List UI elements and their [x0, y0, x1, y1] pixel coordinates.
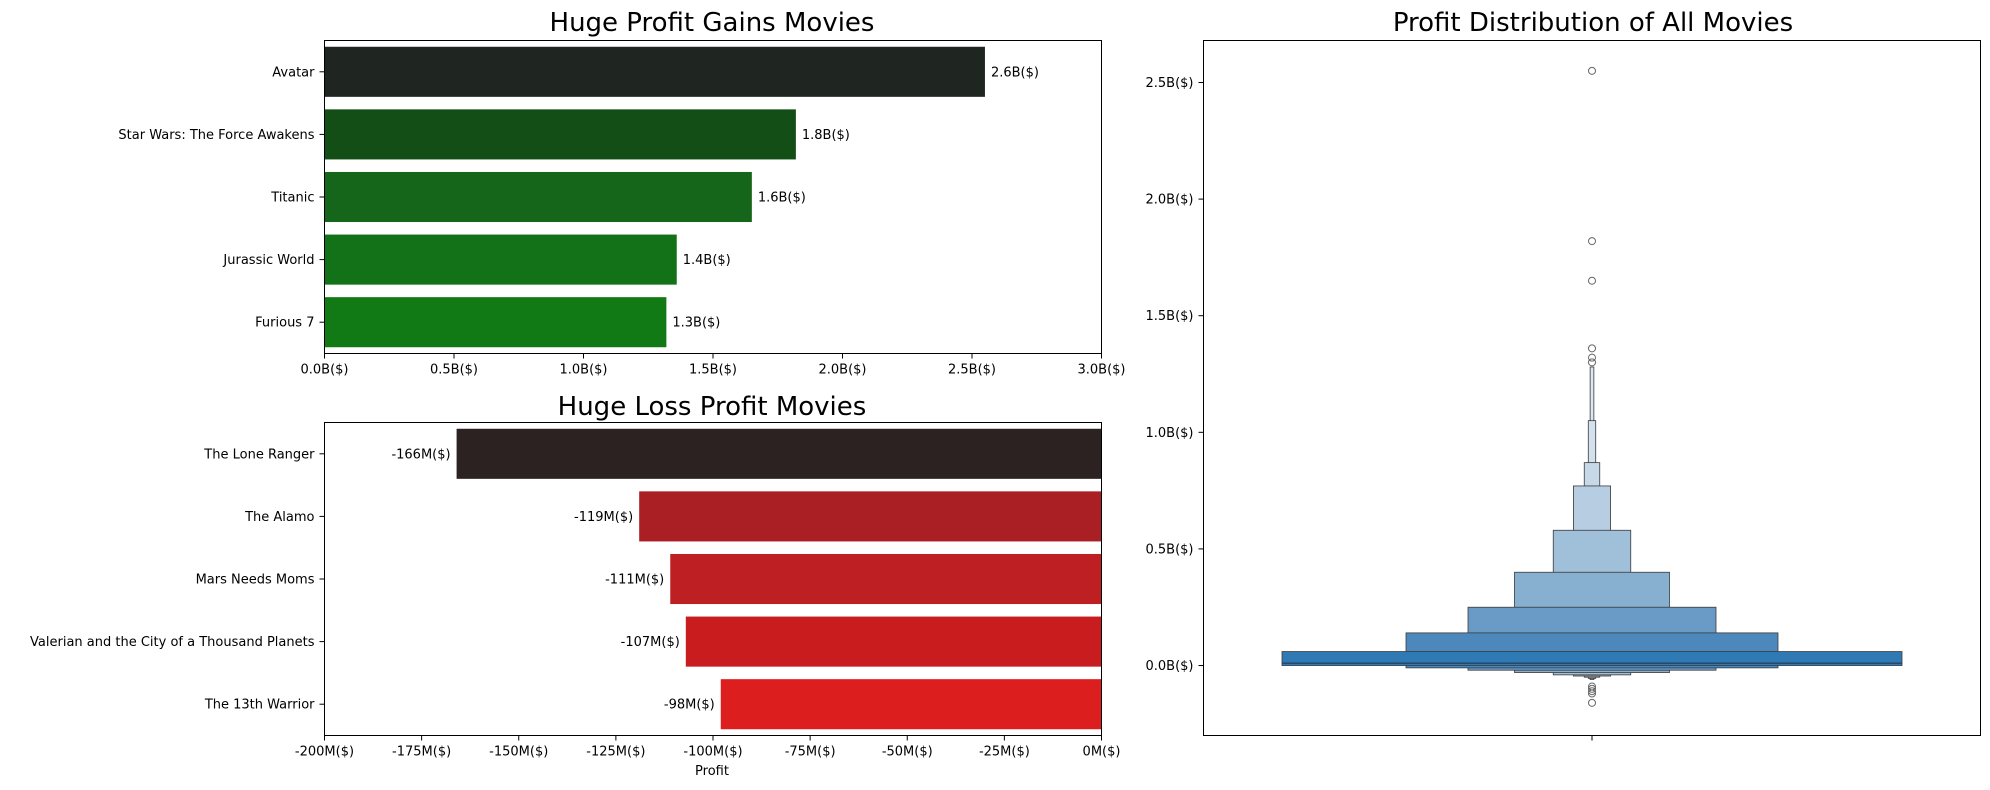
- outlier-point: [1588, 276, 1596, 285]
- outlier-point: [1588, 237, 1596, 246]
- data-label: 1.8B($): [802, 128, 850, 143]
- y-tick-label: 0.5B($): [1145, 542, 1193, 557]
- x-tick-label: -125M($): [586, 745, 645, 760]
- bar: [324, 171, 752, 223]
- data-label: 1.3B($): [672, 316, 720, 331]
- y-tick-label: 2.0B($): [1145, 193, 1193, 208]
- x-tick-label: -175M($): [392, 745, 451, 760]
- bar: [324, 109, 796, 160]
- data-label: -107M($): [621, 635, 680, 650]
- y-tick-label: Star Wars: The Force Awakens: [118, 128, 314, 143]
- y-tick-label: Titanic: [270, 191, 314, 206]
- distribution-plot-frame: [1203, 40, 1981, 736]
- bar: [324, 297, 667, 348]
- bar: [456, 428, 1102, 479]
- x-tick-label: 0.5B($): [430, 363, 478, 378]
- y-tick-label: Furious 7: [255, 316, 314, 331]
- gains-chart: Huge Profit Gains Movies Avatar 2.6B($) St…: [118, 8, 1125, 378]
- y-tick-label: Valerian and the City of a Thousand Plan…: [30, 635, 315, 650]
- x-tick-label: 0.0B($): [300, 363, 348, 378]
- x-tick-label: 2.0B($): [818, 363, 866, 378]
- x-tick-label: -25M($): [979, 745, 1030, 760]
- bar: [639, 491, 1102, 542]
- data-label: -111M($): [605, 573, 664, 588]
- losses-chart: Huge Loss Profit Movies The Lone Ranger -…: [30, 392, 1120, 779]
- data-label: -98M($): [664, 698, 715, 713]
- x-tick-label: 1.5B($): [689, 363, 737, 378]
- gains-chart-title: Huge Profit Gains Movies: [550, 8, 875, 38]
- losses-plot-frame: [324, 422, 1102, 736]
- bar: [324, 234, 677, 285]
- outlier-point: [1588, 698, 1596, 707]
- bar: [720, 679, 1102, 730]
- data-label: 2.6B($): [991, 65, 1039, 80]
- outlier-point: [1588, 353, 1596, 362]
- outlier-point: [1588, 358, 1596, 367]
- x-tick-label: -200M($): [295, 745, 354, 760]
- outlier-point: [1588, 687, 1596, 696]
- bar: [324, 46, 985, 97]
- losses-x-axis-label: Profit: [695, 764, 729, 779]
- data-label: -166M($): [391, 447, 450, 462]
- y-tick-label: 2.5B($): [1145, 76, 1193, 91]
- x-tick-label: -150M($): [489, 745, 548, 760]
- x-tick-label: 3.0B($): [1077, 363, 1125, 378]
- y-tick-label: 1.0B($): [1145, 426, 1193, 441]
- x-tick-label: -75M($): [785, 745, 836, 760]
- data-label: 1.4B($): [683, 253, 731, 268]
- distribution-chart-title: Profit Distribution of All Movies: [1393, 8, 1793, 38]
- y-tick-label: The 13th Warrior: [204, 698, 315, 713]
- distribution-chart: Profit Distribution of All Movies 0.0B($…: [1145, 8, 1981, 741]
- x-tick-label: -50M($): [882, 745, 933, 760]
- bar: [670, 553, 1102, 605]
- x-tick-label: 0M($): [1083, 745, 1121, 760]
- outlier-point: [1588, 689, 1596, 698]
- x-tick-label: 2.5B($): [948, 363, 996, 378]
- y-tick-label: 1.5B($): [1145, 309, 1193, 324]
- outlier-point: [1588, 684, 1596, 693]
- y-tick-label: 0.0B($): [1145, 659, 1193, 674]
- boxen-box: [1281, 651, 1903, 666]
- x-tick-label: -100M($): [683, 745, 742, 760]
- y-tick-label: Mars Needs Moms: [196, 573, 315, 588]
- y-tick-label: Jurassic World: [222, 253, 314, 268]
- x-tick-label: 1.0B($): [559, 363, 607, 378]
- y-tick-label: The Alamo: [244, 510, 314, 525]
- bar: [685, 616, 1102, 667]
- data-label: -119M($): [574, 510, 633, 525]
- y-tick-label: The Lone Ranger: [203, 447, 315, 462]
- outlier-point: [1588, 344, 1596, 353]
- data-label: 1.6B($): [758, 191, 806, 206]
- outlier-point: [1588, 66, 1596, 75]
- losses-chart-title: Huge Loss Profit Movies: [558, 392, 867, 422]
- gains-plot-frame: [324, 40, 1102, 354]
- y-tick-label: Avatar: [272, 65, 315, 80]
